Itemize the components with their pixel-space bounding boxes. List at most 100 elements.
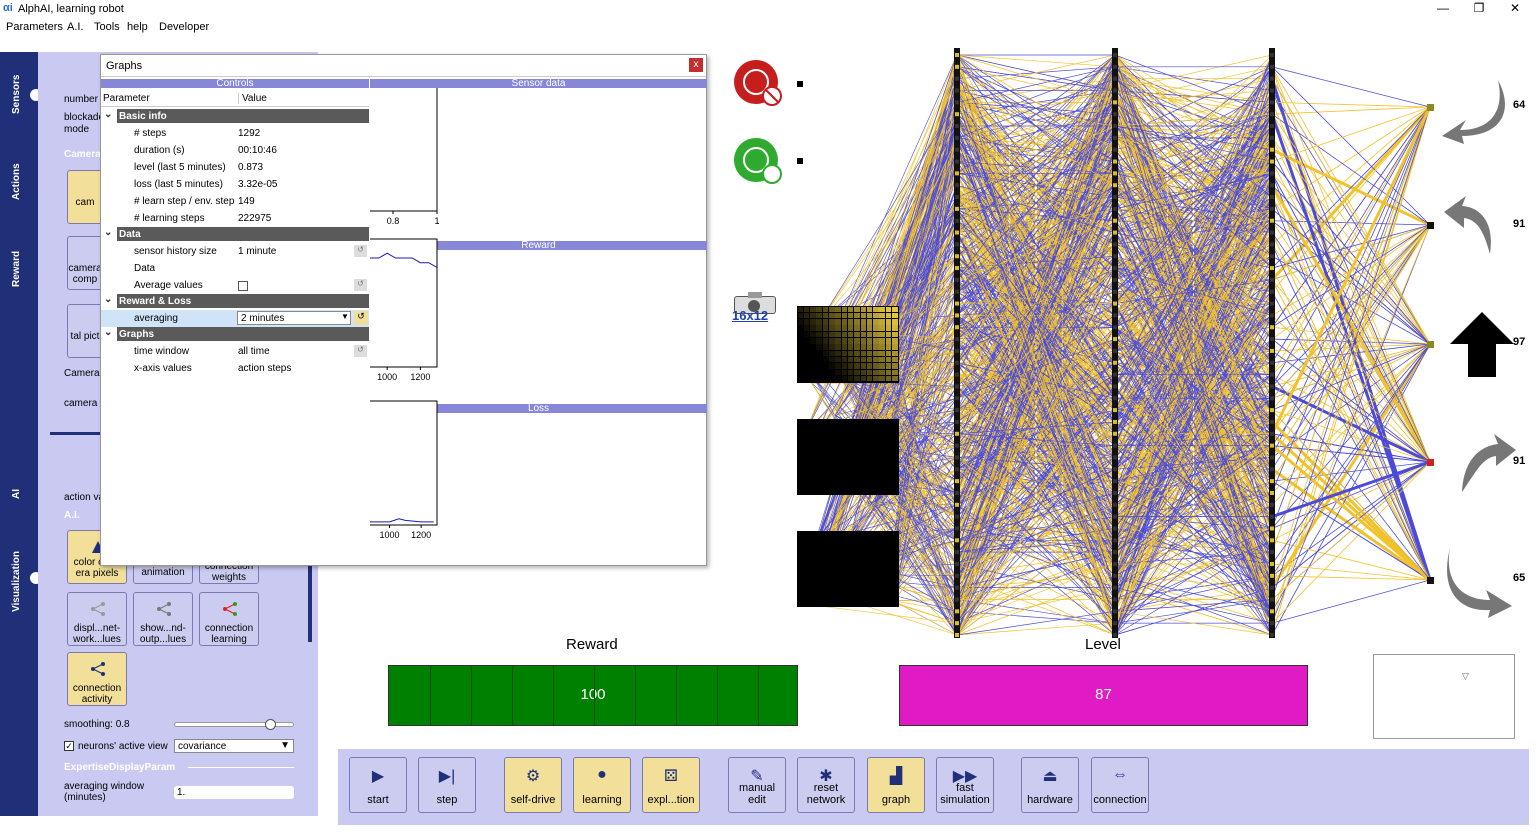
param-group-header[interactable]: ⌄ Basic info <box>104 109 369 123</box>
connection <box>1114 539 1273 612</box>
connection <box>956 54 1116 150</box>
graphs-close-button[interactable]: x <box>689 58 703 72</box>
param-group-header[interactable]: ⌄ Reward & Loss <box>104 294 369 308</box>
scrollbar[interactable] <box>308 542 312 642</box>
turn-right-back-arrow-icon <box>1447 548 1512 618</box>
camera-pixel <box>885 325 892 331</box>
toolbar-manual-edit-button[interactable]: ✎ manual edit <box>728 757 786 813</box>
connection <box>956 220 1116 281</box>
menu-help[interactable]: help <box>127 21 148 33</box>
camera-pixel <box>866 338 873 344</box>
tab-reward[interactable]: Reward <box>11 250 22 287</box>
viz-connection-learning-button[interactable]: connection learning <box>199 592 259 646</box>
label-number: number <box>64 94 98 105</box>
viz-display-network-values-button[interactable]: displ...net-work...lues <box>67 592 127 646</box>
camera-button[interactable]: cam <box>67 170 103 224</box>
toolbar-connection-button[interactable]: ⇔ connection <box>1091 757 1149 813</box>
connection <box>1271 113 1431 226</box>
graphs-window[interactable]: Graphs x Controls Parameter Value ⌄ Basic… <box>100 54 707 566</box>
mini-panel[interactable]: ▽ <box>1373 654 1515 739</box>
connection <box>1114 161 1273 576</box>
tab-sensors[interactable]: Sensors <box>11 74 22 114</box>
toolbar-step-button[interactable]: ▶| step <box>418 757 476 813</box>
toolbar-learning-button[interactable]: ● learning <box>573 757 631 813</box>
camera-pixel <box>860 363 866 369</box>
average-values-checkbox[interactable] <box>238 281 248 291</box>
neuron <box>1113 621 1117 626</box>
neuron <box>1113 53 1117 57</box>
network-icon <box>91 602 105 616</box>
neuron <box>1113 171 1117 176</box>
menu-ai[interactable]: A.I. <box>67 21 84 33</box>
viz-show-outputs-button[interactable]: show...nd-outp...lues <box>133 592 193 646</box>
toolbar-start-button[interactable]: ▶ start <box>349 757 407 813</box>
param-group-header[interactable]: ⌄ Graphs <box>104 327 369 341</box>
close-window-button[interactable]: ✕ <box>1509 1 1521 15</box>
param-group-header[interactable]: ⌄ Data <box>104 227 369 241</box>
connection <box>1114 173 1273 387</box>
param-row[interactable]: sensor history size 1 minute ↺ <box>101 243 369 260</box>
smoothing-slider-handle[interactable] <box>265 719 276 730</box>
camera-pixel <box>892 350 898 357</box>
toolbar-expl-tion-button[interactable]: ⚄ expl...tion <box>642 757 700 813</box>
neuron <box>1270 348 1274 353</box>
tab-actions[interactable]: Actions <box>11 163 22 200</box>
param-row[interactable]: loss (last 5 minutes) 3.32e-05 <box>134 179 278 190</box>
param-row[interactable]: time window all time ↺ <box>101 343 369 360</box>
output-value: 64 <box>1513 99 1526 111</box>
toolbar-hardware-button[interactable]: ⏏ hardware <box>1021 757 1079 813</box>
param-row[interactable]: Data <box>134 263 156 274</box>
neuron <box>1270 313 1274 318</box>
connection <box>956 102 1116 233</box>
tab-ai[interactable]: AI <box>11 489 22 499</box>
menu-developer[interactable]: Developer <box>159 21 210 33</box>
series-line <box>370 252 438 268</box>
toolbar-graph-button[interactable]: ▟ graph <box>867 757 925 813</box>
active-view-select[interactable]: covariance ▼ <box>174 739 294 753</box>
param-row[interactable]: x-axis values action steps <box>134 363 292 374</box>
menu-tools[interactable]: Tools <box>94 21 120 33</box>
connection <box>956 149 1116 233</box>
camera-pixel <box>854 363 860 369</box>
camera-comp-button[interactable]: camera comp <box>67 236 103 290</box>
param-row[interactable]: duration (s) 00:10:46 <box>134 145 277 156</box>
take-picture-button[interactable]: tal pict <box>67 304 103 358</box>
camera-pixel <box>860 319 866 325</box>
connection <box>1114 220 1273 541</box>
dice-icon: ⚄ <box>664 768 678 785</box>
connection <box>893 315 958 602</box>
restore-button[interactable]: ❐ <box>1473 1 1485 15</box>
toolbar-self-drive-button[interactable]: ⚙ self-drive <box>504 757 562 813</box>
neuron <box>955 112 959 117</box>
camera-pixel <box>822 312 829 319</box>
param-row[interactable]: # learn step / env. step 149 <box>134 196 255 207</box>
minimize-button[interactable]: — <box>1437 1 1449 15</box>
connection <box>956 504 1116 577</box>
camera-pixel <box>816 325 822 331</box>
neuron <box>1270 218 1274 223</box>
toolbar-fast-simulation-button[interactable]: ▶▶ fast simulation <box>936 757 994 813</box>
param-row[interactable]: Average values ↺ <box>101 277 369 294</box>
param-row[interactable]: # steps 1292 <box>134 128 261 139</box>
menu-parameters[interactable]: Parameters <box>6 21 63 33</box>
slider-track[interactable] <box>50 432 100 435</box>
param-row[interactable]: # learning steps 222975 <box>134 213 272 224</box>
reset-network-icon: ✱ <box>819 768 833 785</box>
active-view-checkbox[interactable]: ✓ <box>64 741 74 751</box>
param-row[interactable]: level (last 5 minutes) 0.873 <box>134 162 264 173</box>
camera-pixel <box>873 338 879 344</box>
connection <box>956 208 1116 245</box>
camera-pixel <box>892 325 898 331</box>
connection <box>1271 184 1431 345</box>
connection <box>874 501 958 565</box>
camera-pixel <box>797 350 803 357</box>
viz-connection-activity-button[interactable]: connection activity <box>67 652 127 706</box>
toolbar-reset-network-button[interactable]: ✱ reset network <box>797 757 855 813</box>
connection <box>1114 315 1273 636</box>
averaging-window-input[interactable]: 1. <box>174 786 294 799</box>
camera-pixel <box>816 306 822 312</box>
camera-pixel <box>854 319 860 325</box>
smoothing-slider[interactable] <box>174 719 294 730</box>
camera-pixel <box>847 331 854 338</box>
